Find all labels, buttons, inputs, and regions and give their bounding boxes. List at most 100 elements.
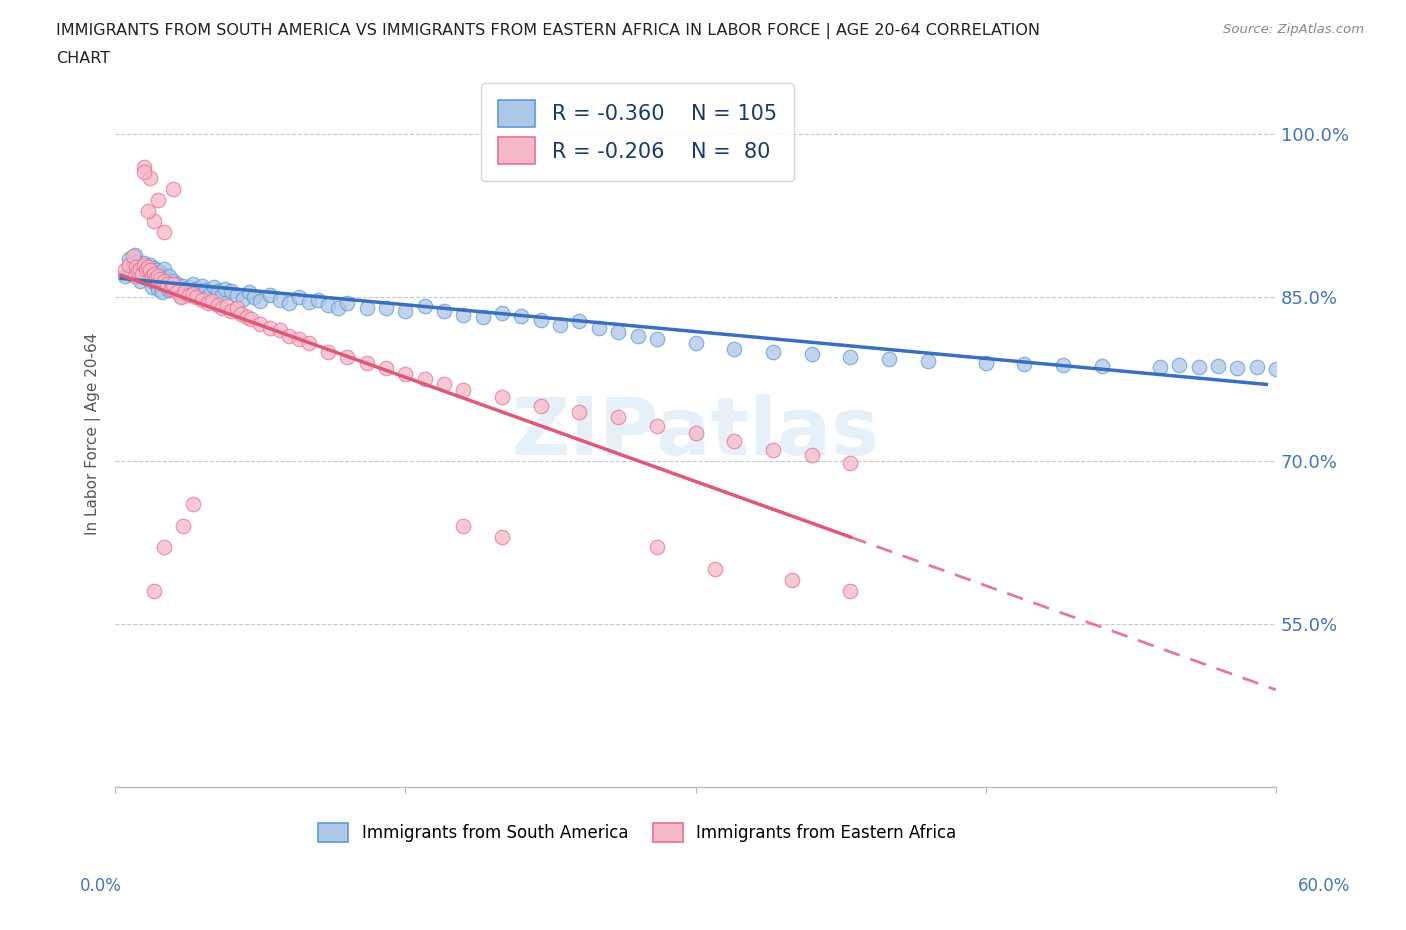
Point <box>120 266 142 281</box>
Point <box>121 258 143 272</box>
Point <box>191 292 214 307</box>
Text: 60.0%: 60.0% <box>1298 877 1351 896</box>
Point <box>201 293 224 308</box>
Point <box>269 292 291 307</box>
Y-axis label: In Labor Force | Age 20-64: In Labor Force | Age 20-64 <box>86 332 101 535</box>
Point <box>152 225 174 240</box>
Point <box>135 261 157 276</box>
Point <box>152 540 174 555</box>
Point <box>162 181 184 196</box>
Point <box>195 283 218 298</box>
Point <box>156 276 179 291</box>
Text: Source: ZipAtlas.com: Source: ZipAtlas.com <box>1223 23 1364 36</box>
Point <box>229 306 252 321</box>
Point <box>191 278 214 293</box>
Point <box>1265 362 1288 377</box>
Point <box>173 284 195 299</box>
Point <box>1014 356 1036 371</box>
Point <box>139 258 162 272</box>
Point <box>226 288 249 303</box>
Point <box>917 353 939 368</box>
Point <box>187 286 209 301</box>
Point <box>142 260 165 275</box>
Point <box>394 303 416 318</box>
Point <box>177 288 200 303</box>
Point <box>150 267 173 282</box>
Point <box>146 282 169 297</box>
Point <box>157 283 180 298</box>
Point <box>156 277 179 292</box>
Point <box>114 263 136 278</box>
Point <box>207 298 229 312</box>
Point <box>127 264 149 279</box>
Point <box>198 286 221 301</box>
Point <box>336 296 359 311</box>
Point <box>214 282 236 297</box>
Point <box>238 285 260 299</box>
Point <box>217 299 239 313</box>
Point <box>135 261 157 276</box>
Point <box>433 377 456 392</box>
Point <box>1052 357 1074 372</box>
Point <box>160 279 183 294</box>
Point <box>142 214 165 229</box>
Point <box>162 277 184 292</box>
Point <box>124 269 146 284</box>
Point <box>249 316 271 331</box>
Point <box>139 272 162 287</box>
Point <box>471 310 494 325</box>
Point <box>800 447 823 462</box>
Point <box>141 279 163 294</box>
Point <box>134 258 156 272</box>
Text: 0.0%: 0.0% <box>80 877 122 896</box>
Point <box>723 433 745 448</box>
Point <box>645 331 668 346</box>
Point <box>172 518 194 533</box>
Point <box>114 269 136 284</box>
Point <box>394 366 416 381</box>
Point <box>139 170 162 185</box>
Point <box>207 284 229 299</box>
Point <box>288 290 311 305</box>
Point <box>136 203 159 218</box>
Point <box>124 261 146 276</box>
Point <box>288 331 311 346</box>
Point <box>762 443 785 458</box>
Point <box>118 258 141 272</box>
Point <box>243 290 266 305</box>
Point <box>121 248 143 263</box>
Point <box>142 271 165 286</box>
Point <box>173 282 195 297</box>
Point <box>1149 360 1171 375</box>
Point <box>131 259 153 274</box>
Point <box>134 255 156 270</box>
Point <box>166 277 188 292</box>
Point <box>762 344 785 359</box>
Point <box>232 291 254 306</box>
Point <box>202 279 225 294</box>
Point <box>141 269 163 284</box>
Point <box>645 418 668 433</box>
Point <box>1091 359 1114 374</box>
Point <box>974 355 997 370</box>
Point <box>129 273 152 288</box>
Point <box>146 269 169 284</box>
Point <box>172 278 194 293</box>
Point <box>453 382 475 397</box>
Point <box>181 497 204 512</box>
Point <box>186 290 208 305</box>
Point <box>703 562 725 577</box>
Point <box>1246 360 1268 375</box>
Point <box>139 263 162 278</box>
Point <box>150 285 173 299</box>
Point <box>278 328 301 343</box>
Point <box>146 269 169 284</box>
Point <box>839 456 862 471</box>
Point <box>433 303 456 318</box>
Point <box>316 298 339 312</box>
Point <box>356 301 378 316</box>
Point <box>269 323 291 338</box>
Point <box>239 312 262 326</box>
Point <box>278 296 301 311</box>
Point <box>141 264 163 279</box>
